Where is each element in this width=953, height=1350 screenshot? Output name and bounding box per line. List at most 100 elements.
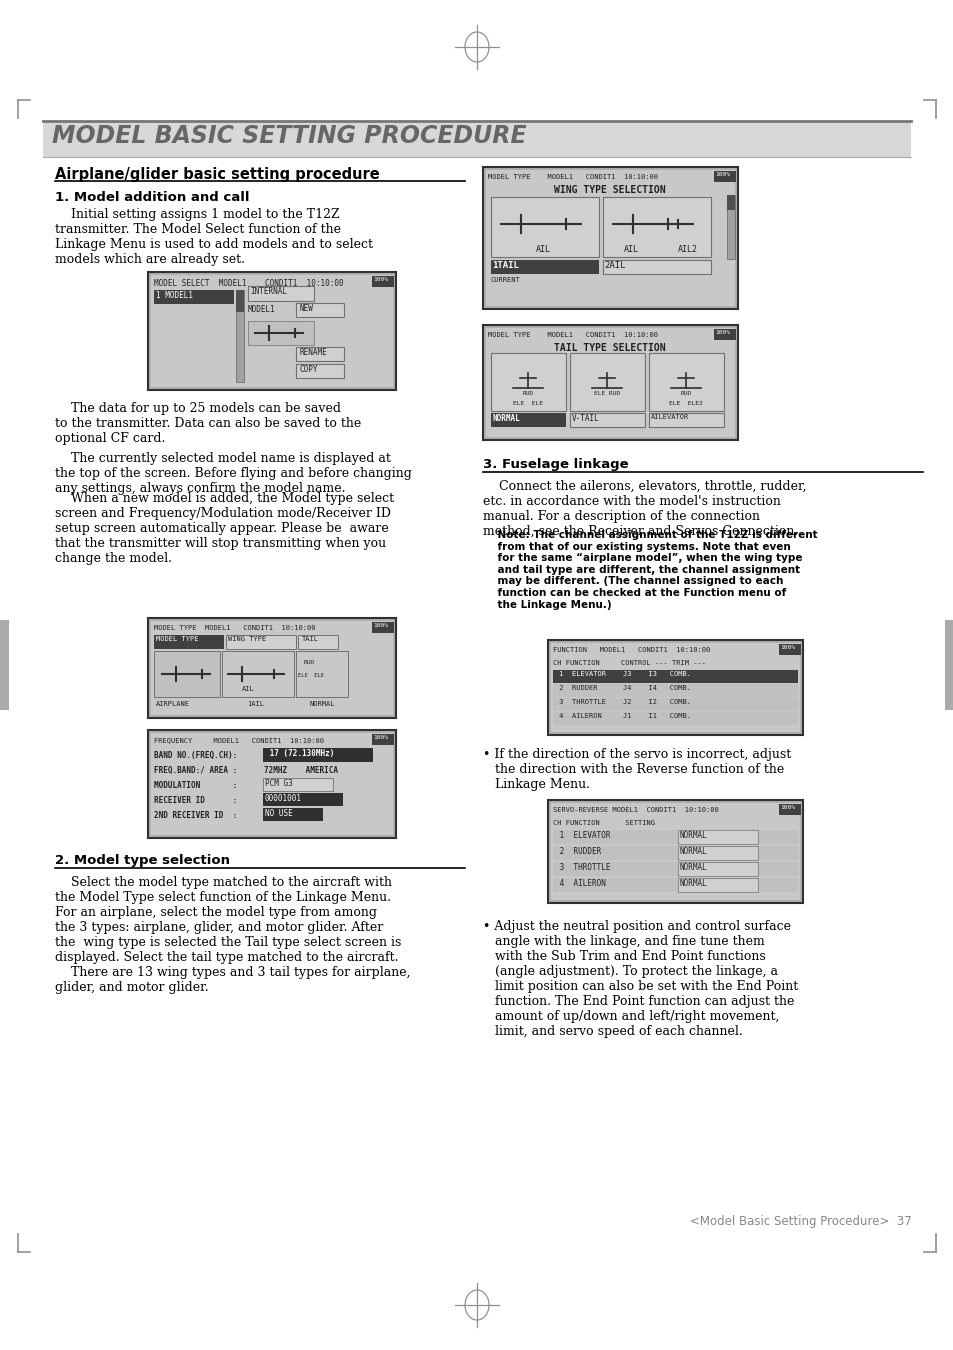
Bar (491, 352, 565, 410)
Bar (485, 328, 734, 437)
Bar (713, 329, 735, 340)
Bar (295, 347, 344, 360)
Text: AIL: AIL (535, 244, 550, 254)
Text: FREQ.BAND:/ AREA :: FREQ.BAND:/ AREA : (153, 765, 237, 775)
Bar (151, 275, 393, 387)
Text: RUD: RUD (679, 392, 691, 396)
Text: NORMAL: NORMAL (679, 846, 707, 856)
Text: 100%: 100% (714, 329, 729, 335)
Text: MODEL TYPE    MODEL1   CONDIT1  10:10:00: MODEL TYPE MODEL1 CONDIT1 10:10:00 (488, 174, 658, 180)
Bar (148, 271, 395, 390)
Text: AIL: AIL (623, 244, 638, 254)
Bar (944, 620, 953, 710)
Bar (235, 290, 244, 382)
Text: PCM G3: PCM G3 (265, 779, 293, 788)
Bar (726, 194, 734, 259)
Bar (297, 634, 337, 649)
Text: 100%: 100% (373, 277, 388, 282)
Text: V-TAIL: V-TAIL (572, 414, 599, 423)
Bar (491, 261, 598, 274)
Text: 100%: 100% (780, 805, 794, 810)
Bar (263, 778, 333, 791)
Text: NORMAL: NORMAL (493, 414, 520, 423)
Text: 1AIL: 1AIL (247, 701, 264, 707)
Bar (553, 684, 797, 697)
Text: TAIL TYPE SELECTION: TAIL TYPE SELECTION (554, 343, 665, 352)
Text: 72MHZ    AMERICA: 72MHZ AMERICA (264, 765, 337, 775)
Text: WING TYPE: WING TYPE (228, 636, 266, 643)
Bar (779, 644, 801, 655)
Bar (263, 748, 373, 761)
Bar (153, 651, 220, 697)
Bar (569, 352, 644, 410)
Text: MODEL BASIC SETTING PROCEDURE: MODEL BASIC SETTING PROCEDURE (52, 124, 526, 148)
Bar (295, 364, 344, 378)
Bar (547, 640, 802, 734)
Text: TAIL: TAIL (302, 636, 318, 643)
Text: COPY: COPY (299, 364, 318, 374)
Bar (148, 730, 395, 838)
Bar (263, 809, 323, 821)
Bar (482, 325, 738, 440)
Text: 100%: 100% (373, 622, 388, 628)
Bar (553, 878, 797, 892)
Bar (248, 321, 314, 346)
Text: 100%: 100% (373, 734, 388, 740)
Text: NORMAL: NORMAL (309, 701, 335, 707)
Bar (551, 643, 800, 732)
Text: 1  ELEVATOR: 1 ELEVATOR (555, 832, 610, 840)
Text: AIRPLANE: AIRPLANE (156, 701, 190, 707)
Bar (553, 711, 797, 725)
Bar (372, 275, 394, 288)
Text: FREQUENCY     MODEL1   CONDIT1  10:10:00: FREQUENCY MODEL1 CONDIT1 10:10:00 (153, 737, 324, 742)
Bar (482, 167, 738, 309)
Text: 2  RUDDER      J4    I4   COMB.: 2 RUDDER J4 I4 COMB. (555, 684, 690, 691)
Text: RUD: RUD (522, 392, 533, 396)
Bar (553, 830, 797, 844)
Bar (602, 261, 710, 274)
Text: 1 MODEL1: 1 MODEL1 (156, 292, 193, 300)
Bar (553, 670, 797, 683)
Text: AIL: AIL (241, 686, 254, 693)
Text: 1  ELEVATOR    J3    I3   COMB.: 1 ELEVATOR J3 I3 COMB. (555, 671, 690, 676)
Text: BAND NO.(FREQ.CH):: BAND NO.(FREQ.CH): (153, 751, 237, 760)
Text: CH FUNCTION     CONTROL --- TRIM ---: CH FUNCTION CONTROL --- TRIM --- (553, 660, 705, 666)
Text: • Adjust the neutral position and control surface
   angle with the linkage, and: • Adjust the neutral position and contro… (482, 919, 798, 1038)
Text: Note: The channel assignment of the T12Z is different
    from that of our exist: Note: The channel assignment of the T12Z… (482, 531, 817, 610)
Bar (235, 290, 244, 312)
Text: 4  AILERON: 4 AILERON (555, 879, 605, 888)
Text: 00001001: 00001001 (265, 794, 302, 803)
Text: ELE  ELE: ELE ELE (297, 674, 324, 678)
Bar (295, 302, 344, 317)
Bar (602, 197, 710, 256)
Text: ELE RUD: ELE RUD (594, 392, 619, 396)
Text: RUD: RUD (304, 660, 314, 666)
Text: 1TAIL: 1TAIL (492, 261, 518, 270)
Text: 1. Model addition and call: 1. Model addition and call (55, 190, 250, 204)
Bar (151, 733, 393, 836)
Text: The currently selected model name is displayed at
the top of the screen. Before : The currently selected model name is dis… (55, 452, 412, 495)
Bar (569, 413, 644, 427)
Bar (491, 413, 565, 427)
Bar (153, 634, 224, 649)
Text: AILEVATOR: AILEVATOR (650, 414, 688, 420)
Text: Connect the ailerons, elevators, throttle, rudder,
etc. in accordance with the m: Connect the ailerons, elevators, throttl… (482, 481, 805, 539)
Text: 3  THROTTLE    J2    I2   COMB.: 3 THROTTLE J2 I2 COMB. (555, 699, 690, 705)
Text: MODEL SELECT  MODEL1    CONDIT1  10:10:00: MODEL SELECT MODEL1 CONDIT1 10:10:00 (153, 279, 343, 288)
Text: AIL2: AIL2 (678, 244, 698, 254)
Text: MODEL TYPE  MODEL1   CONDIT1  10:10:00: MODEL TYPE MODEL1 CONDIT1 10:10:00 (153, 625, 315, 630)
Text: NORMAL: NORMAL (679, 879, 707, 888)
Bar (553, 846, 797, 860)
Bar (153, 290, 233, 304)
Bar (372, 622, 394, 633)
Text: WING TYPE SELECTION: WING TYPE SELECTION (554, 185, 665, 194)
Text: 2ND RECEIVER ID  :: 2ND RECEIVER ID : (153, 811, 237, 819)
Bar (779, 805, 801, 815)
Text: CURRENT: CURRENT (491, 277, 520, 284)
Text: MODEL TYPE    MODEL1   CONDIT1  10:10:00: MODEL TYPE MODEL1 CONDIT1 10:10:00 (488, 332, 658, 338)
Text: 100%: 100% (714, 171, 729, 177)
Bar (0, 620, 9, 710)
Bar (713, 171, 735, 182)
Text: 2. Model type selection: 2. Model type selection (55, 855, 230, 867)
Bar (551, 803, 800, 900)
